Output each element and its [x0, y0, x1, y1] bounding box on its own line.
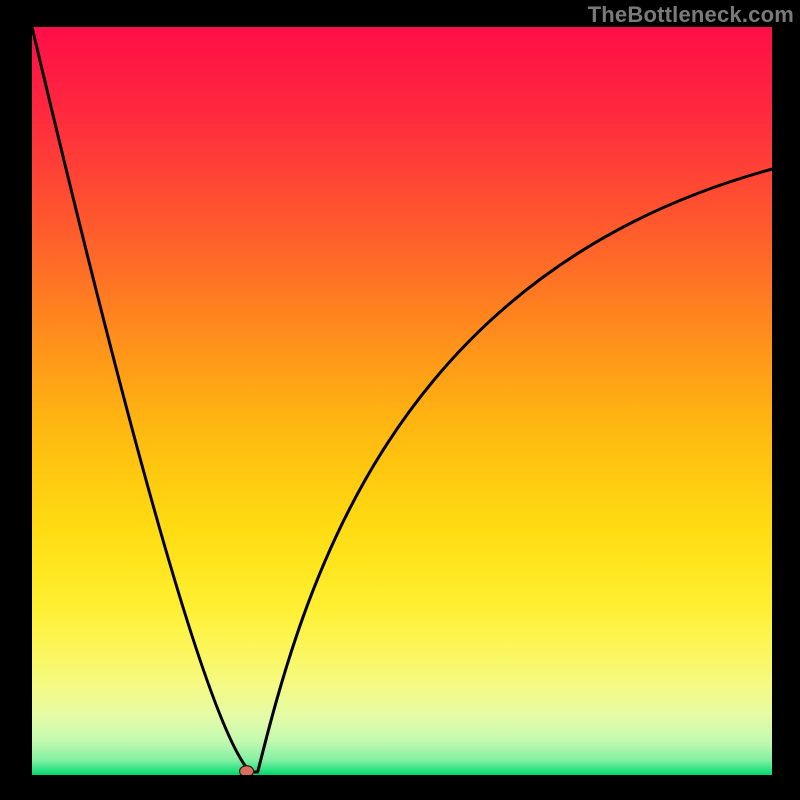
curve-layer [32, 27, 772, 775]
chart-stage: TheBottleneck.com [0, 0, 800, 800]
bottleneck-curve [32, 27, 772, 772]
plot-area [32, 27, 772, 775]
watermark-text: TheBottleneck.com [588, 2, 794, 28]
min-marker [240, 766, 254, 775]
